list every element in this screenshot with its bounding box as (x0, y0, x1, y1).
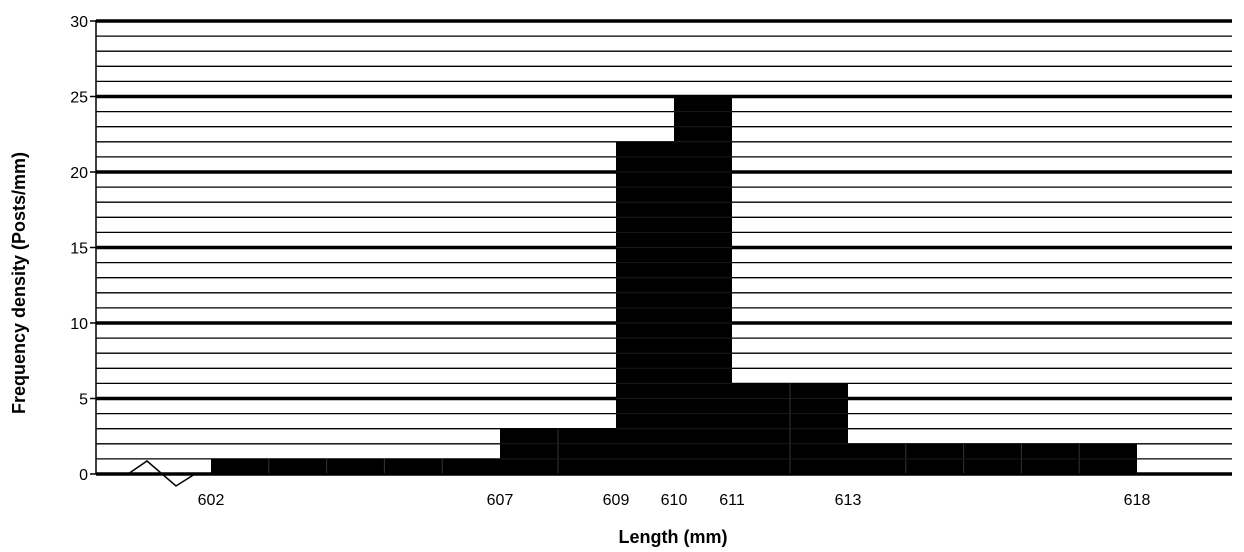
y-axis-title: Frequency density (Posts/mm) (9, 152, 29, 414)
bar-grid-texture (268, 458, 443, 474)
x-tick-label: 610 (661, 492, 688, 509)
x-tick-label: 618 (1124, 492, 1151, 509)
histogram-bars (211, 96, 1137, 475)
y-tick-label: 5 (79, 392, 88, 409)
y-tick-label: 0 (79, 467, 88, 484)
y-tick-label: 30 (70, 14, 88, 31)
x-tick-label: 613 (835, 492, 862, 509)
y-tick-label: 15 (70, 241, 88, 258)
x-tick-label: 609 (603, 492, 630, 509)
axis-break-symbol (127, 460, 196, 487)
bar-grid-texture (732, 383, 848, 474)
histogram-bar (211, 458, 500, 474)
x-tick-labels: 602 607 609 610 611 613 618 (198, 492, 1151, 509)
x-tick-label: 602 (198, 492, 225, 509)
bar-grid-texture (500, 428, 616, 474)
y-tick-label: 20 (70, 165, 88, 182)
bar-grid-texture (848, 443, 1137, 474)
axes (90, 20, 1232, 487)
x-tick-label: 611 (719, 492, 745, 509)
x-tick-label: 607 (487, 492, 514, 509)
bar-grid-texture (674, 111, 732, 460)
bar-grid-texture (616, 156, 674, 460)
y-tick-label: 25 (70, 90, 88, 107)
y-tick-label: 10 (70, 316, 88, 333)
x-axis-title: Length (mm) (619, 527, 728, 547)
histogram-bar (674, 96, 732, 474)
y-tick-labels: 0 5 10 15 20 25 30 (70, 14, 88, 484)
